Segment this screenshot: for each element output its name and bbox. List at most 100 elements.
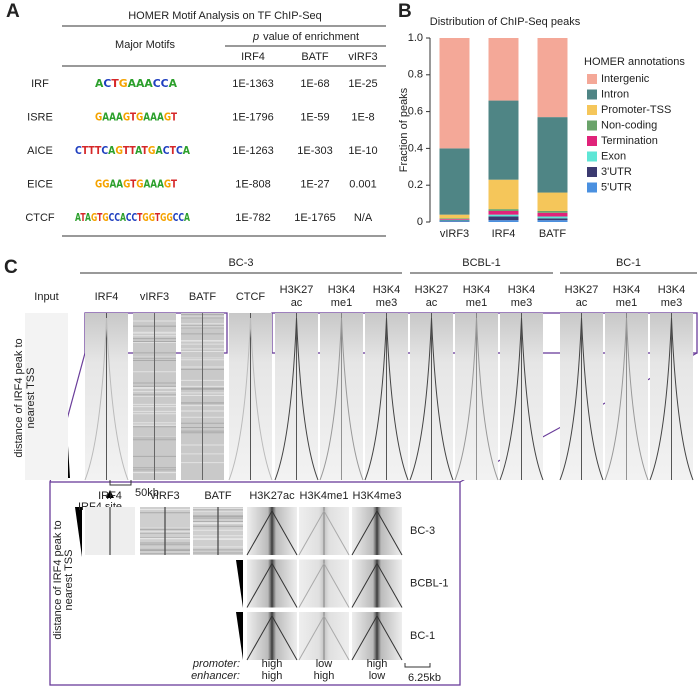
x-tick-label: IRF4: [492, 228, 516, 240]
legend-label: Intron: [601, 88, 629, 100]
bar-segment: [537, 218, 568, 221]
column-header: p value of enrichment: [252, 31, 359, 43]
heatmap: [319, 313, 364, 481]
logo-letter: C: [109, 211, 115, 224]
logo-letter: C: [153, 77, 161, 90]
zoom-row-label: BCBL-1: [410, 577, 449, 589]
zoom-column-label: BATF: [204, 490, 232, 502]
zoom-heatmap: [85, 507, 135, 555]
column-label: me1: [616, 297, 637, 309]
zoom-heatmap: [351, 559, 403, 608]
zoom-heatmap: [193, 507, 243, 555]
logo-letter: A: [183, 144, 191, 157]
motif-logo: GGAAGTGAAAGT: [95, 178, 177, 191]
heatmap: [559, 313, 604, 481]
scale-label: 50kb: [135, 487, 159, 499]
logo-letter: C: [103, 77, 111, 90]
heatmap-arc: [228, 317, 251, 481]
p-value: N/A: [354, 212, 373, 224]
heatmap-bg: [25, 313, 68, 480]
level-label: low: [369, 670, 386, 682]
heatmap-arc: [521, 317, 544, 481]
heatmap-arc: [351, 563, 378, 608]
column-label: BATF: [189, 291, 217, 303]
logo-letter: A: [144, 77, 153, 90]
heatmap-arc: [298, 615, 325, 661]
group-label: BC-1: [616, 257, 641, 269]
legend-swatch: [587, 74, 597, 84]
zoom-row-label: BC-1: [410, 630, 435, 642]
heatmap-arc: [351, 510, 378, 556]
heatmap-arc: [106, 317, 129, 481]
zoom-heatmap: [298, 507, 350, 556]
zoom-heatmap: [246, 612, 298, 661]
enhancer-label: enhancer:: [191, 670, 240, 682]
bar-segment: [537, 216, 568, 219]
level-label: high: [367, 658, 388, 670]
logo-letter: T: [111, 77, 119, 90]
level-label: low: [316, 658, 333, 670]
scale-bar: [109, 480, 132, 486]
p-value: 1E-8: [351, 111, 374, 123]
logo-letter: G: [164, 111, 171, 124]
x-tick-label: vIRF3: [440, 228, 469, 240]
scale-bar: [404, 663, 431, 668]
panel-label: A: [6, 1, 20, 22]
heatmap-arc: [319, 317, 342, 481]
legend-label: 5'UTR: [601, 181, 632, 193]
sort-triangle: [75, 507, 82, 557]
heatmap-arc: [298, 563, 325, 608]
heatmap-arc: [274, 317, 297, 481]
chart-title: Distribution of ChIP-Seq peaks: [430, 16, 581, 28]
logo-letter: A: [136, 77, 145, 90]
bar-segment: [439, 219, 470, 221]
logo-letter: G: [102, 211, 108, 224]
heatmap-arc: [246, 563, 273, 608]
panel-label: C: [4, 257, 18, 278]
heatmap: [181, 313, 224, 480]
logo-letter: T: [129, 144, 136, 157]
motif-logo: ACTGAAACCA: [95, 77, 177, 90]
column-label: H3K4: [613, 284, 641, 296]
logo-letter: A: [108, 144, 116, 157]
column-label: Input: [34, 291, 58, 303]
logo-letter: G: [136, 178, 143, 191]
column-label: me3: [376, 297, 397, 309]
legend-label: Termination: [601, 135, 658, 147]
legend-label: Intergenic: [601, 73, 650, 85]
logo-letter: A: [150, 111, 157, 124]
column-label: ac: [576, 297, 588, 309]
bar-segment: [488, 220, 519, 222]
logo-letter: C: [163, 144, 170, 157]
bar-segment: [439, 220, 470, 222]
column-label: IRF4: [95, 291, 119, 303]
logo-letter: A: [143, 111, 150, 124]
y-axis-label: nearest TSS: [25, 368, 37, 429]
zoom-heatmap: [298, 612, 350, 661]
bar-segment: [488, 209, 519, 211]
logo-letter: C: [176, 144, 183, 157]
y-tick-label: 0.4: [408, 142, 423, 154]
motif-logo: CTTTCAGTTATGACTCA: [75, 144, 190, 157]
legend-label: 3'UTR: [601, 166, 632, 178]
column-label: H3K27: [565, 284, 599, 296]
y-tick-label: 0.2: [408, 179, 423, 191]
column-label: H3K4: [463, 284, 491, 296]
zoom-column-label: vIRF3: [150, 490, 179, 502]
heatmap-arc: [323, 563, 350, 608]
legend-label: Promoter-TSS: [601, 104, 671, 116]
logo-letter: A: [75, 211, 81, 224]
p-value: 1E-27: [300, 178, 329, 190]
p-value: 1E-10: [348, 145, 377, 157]
logo-letter: G: [160, 211, 166, 224]
motif-logo: ATAGTGCCACCTGGTGGCCA: [75, 211, 190, 224]
level-label: high: [262, 670, 283, 682]
legend-swatch: [587, 120, 597, 131]
logo-letter: G: [164, 178, 171, 191]
column-label: me1: [466, 297, 487, 309]
heatmap: [499, 313, 544, 481]
y-tick-label: 0.6: [408, 106, 423, 118]
logo-letter: A: [116, 111, 123, 124]
heatmap-arc: [341, 317, 364, 481]
logo-letter: T: [130, 111, 136, 124]
